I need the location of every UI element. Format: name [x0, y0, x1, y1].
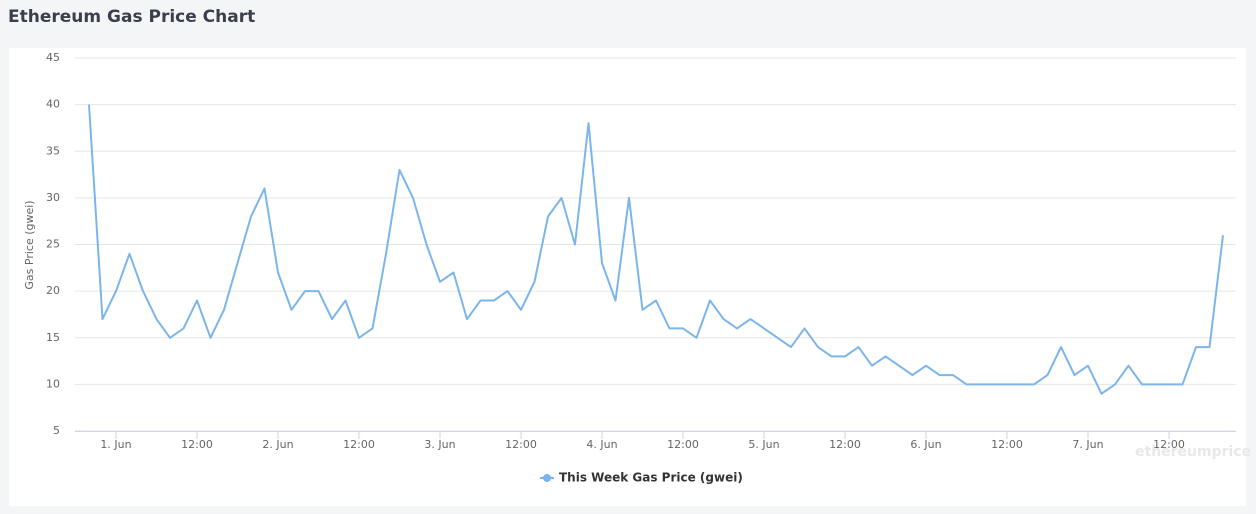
- x-tick-label: 5. Jun: [748, 438, 779, 451]
- x-tick-label: 4. Jun: [586, 438, 617, 451]
- x-tick-label: 7. Jun: [1072, 438, 1103, 451]
- watermark: ethereumprice: [1135, 444, 1251, 460]
- x-tick-label: 1. Jun: [100, 438, 131, 451]
- legend-symbol: [543, 474, 551, 482]
- y-tick-label: 10: [46, 377, 60, 390]
- line-series: [88, 104, 1224, 395]
- y-tick-label: 15: [46, 331, 60, 344]
- y-tick-label: 35: [46, 144, 60, 157]
- x-tick-label: 12:00: [343, 438, 375, 451]
- x-tick-label: 12:00: [829, 438, 861, 451]
- x-tick-label: 3. Jun: [424, 438, 455, 451]
- chart-panel: [9, 48, 1246, 506]
- y-tick-label: 20: [46, 284, 60, 297]
- y-tick-label: 25: [46, 238, 60, 251]
- x-tick-label: 12:00: [181, 438, 213, 451]
- legend-label: This Week Gas Price (gwei): [559, 471, 743, 485]
- y-tick-label: 5: [53, 424, 60, 437]
- x-tick-label: 12:00: [1153, 438, 1185, 451]
- x-tick-label: 6. Jun: [910, 438, 941, 451]
- x-tick-label: 12:00: [667, 438, 699, 451]
- y-tick-label: 40: [46, 98, 60, 111]
- y-axis-label: Gas Price (gwei): [23, 200, 36, 289]
- y-tick-label: 30: [46, 191, 60, 204]
- page-title: Ethereum Gas Price Chart: [8, 7, 255, 27]
- y-tick-label: 45: [46, 51, 60, 64]
- x-tick-label: 2. Jun: [262, 438, 293, 451]
- x-tick-label: 12:00: [505, 438, 537, 451]
- x-tick-label: 12:00: [991, 438, 1023, 451]
